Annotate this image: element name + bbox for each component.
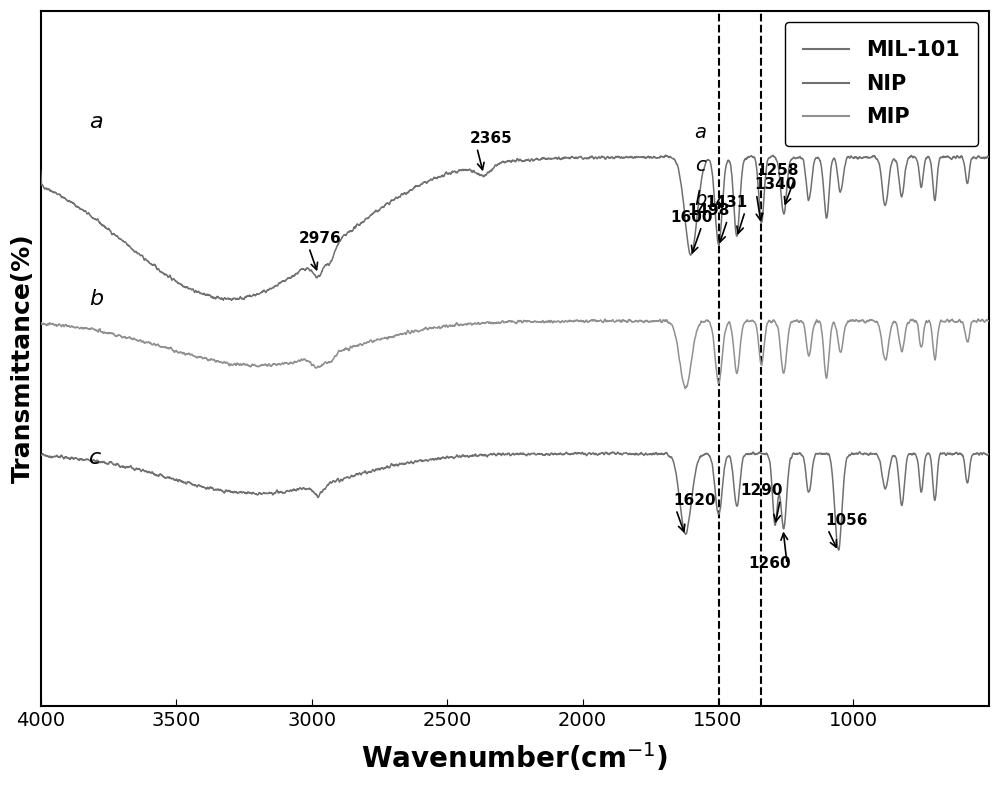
Text: b: b [694, 190, 707, 209]
Text: c: c [695, 156, 706, 175]
Text: 1258: 1258 [757, 163, 799, 178]
Text: 1056: 1056 [825, 513, 867, 528]
Text: c: c [89, 448, 102, 468]
Text: 1498: 1498 [688, 203, 730, 218]
X-axis label: Wavenumber(cm$^{-1}$): Wavenumber(cm$^{-1}$) [361, 741, 668, 774]
Y-axis label: Transmittance(%): Transmittance(%) [11, 234, 35, 484]
Text: 1600: 1600 [670, 210, 713, 225]
Text: 1340: 1340 [755, 177, 797, 192]
Text: 2976: 2976 [299, 231, 342, 246]
Text: b: b [89, 289, 104, 309]
Text: 1620: 1620 [673, 493, 716, 508]
Text: 1290: 1290 [740, 483, 783, 498]
Text: a: a [89, 111, 103, 132]
Text: 2365: 2365 [470, 131, 513, 146]
Text: a: a [695, 122, 707, 141]
Text: 1260: 1260 [748, 557, 791, 571]
Legend: MIL-101, NIP, MIP: MIL-101, NIP, MIP [785, 21, 978, 146]
Text: 1431: 1431 [706, 195, 748, 210]
